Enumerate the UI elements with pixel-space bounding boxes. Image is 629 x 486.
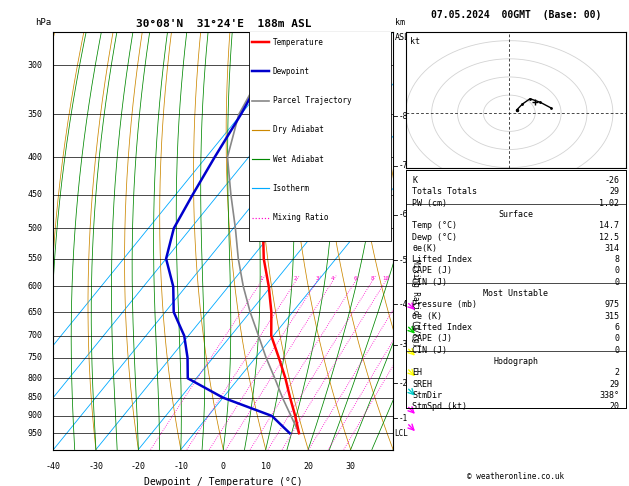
Text: Isotherm: Isotherm: [272, 184, 309, 193]
Text: CAPE (J): CAPE (J): [413, 266, 452, 276]
Text: 0: 0: [221, 462, 226, 471]
Text: 8: 8: [615, 255, 619, 264]
Text: 20: 20: [610, 402, 619, 411]
Text: 950: 950: [28, 429, 43, 438]
Text: 315: 315: [604, 312, 619, 321]
Text: © weatheronline.co.uk: © weatheronline.co.uk: [467, 472, 564, 481]
Text: -5: -5: [398, 256, 408, 265]
Text: 0: 0: [615, 266, 619, 276]
Text: 650: 650: [28, 308, 43, 316]
Text: 850: 850: [28, 393, 43, 402]
Text: 30: 30: [346, 462, 355, 471]
Text: StmSpd (kt): StmSpd (kt): [413, 402, 467, 411]
Text: Parcel Trajectory: Parcel Trajectory: [272, 96, 351, 105]
Text: 1: 1: [260, 276, 263, 281]
Text: Dry Adiabat: Dry Adiabat: [272, 125, 323, 134]
Text: -1: -1: [398, 414, 408, 423]
Text: Temperature: Temperature: [272, 37, 323, 47]
Text: 0: 0: [615, 278, 619, 287]
Text: Dewp (°C): Dewp (°C): [413, 232, 457, 242]
Text: 4: 4: [331, 276, 335, 281]
Text: 0: 0: [615, 334, 619, 343]
Text: StmDir: StmDir: [413, 391, 442, 400]
Text: 2: 2: [615, 368, 619, 377]
Text: 300: 300: [28, 61, 43, 69]
Text: 12.5: 12.5: [599, 232, 619, 242]
Text: Dewpoint: Dewpoint: [272, 67, 309, 76]
Text: K: K: [413, 176, 417, 185]
Text: -30: -30: [89, 462, 103, 471]
Text: -2: -2: [398, 379, 408, 387]
Text: hPa: hPa: [35, 18, 51, 27]
Text: 1.02: 1.02: [599, 199, 619, 208]
Text: SREH: SREH: [413, 380, 432, 388]
Text: -3: -3: [398, 340, 408, 349]
Text: 500: 500: [28, 224, 43, 233]
Text: 6: 6: [353, 276, 357, 281]
Text: km: km: [395, 18, 405, 27]
Text: Totals Totals: Totals Totals: [413, 187, 477, 196]
Text: θe (K): θe (K): [413, 312, 442, 321]
Text: -10: -10: [174, 462, 188, 471]
Text: 314: 314: [604, 244, 619, 253]
Text: -20: -20: [131, 462, 146, 471]
Text: CAPE (J): CAPE (J): [413, 334, 452, 343]
Text: 29: 29: [610, 187, 619, 196]
Text: -7: -7: [398, 161, 408, 170]
Text: 14.7: 14.7: [599, 221, 619, 230]
Text: CIN (J): CIN (J): [413, 278, 447, 287]
Text: -8: -8: [398, 112, 408, 121]
Text: 30°08'N  31°24'E  188m ASL: 30°08'N 31°24'E 188m ASL: [135, 19, 311, 29]
Text: kt: kt: [410, 37, 420, 46]
Text: 07.05.2024  00GMT  (Base: 00): 07.05.2024 00GMT (Base: 00): [431, 10, 601, 20]
Text: 338°: 338°: [599, 391, 619, 400]
Text: 400: 400: [28, 153, 43, 161]
Text: CIN (J): CIN (J): [413, 346, 447, 355]
Text: 6: 6: [615, 323, 619, 332]
Text: 750: 750: [28, 353, 43, 362]
Text: θe(K): θe(K): [413, 244, 437, 253]
Text: LCL: LCL: [394, 429, 408, 438]
Text: Temp (°C): Temp (°C): [413, 221, 457, 230]
Text: EH: EH: [413, 368, 422, 377]
Text: -26: -26: [604, 176, 619, 185]
Text: 600: 600: [28, 282, 43, 291]
Text: Surface: Surface: [498, 210, 533, 219]
Text: -4: -4: [398, 299, 408, 309]
Text: 8: 8: [370, 276, 374, 281]
Text: -6: -6: [398, 210, 408, 219]
Text: PW (cm): PW (cm): [413, 199, 447, 208]
Text: ASL: ASL: [395, 33, 410, 42]
Text: 450: 450: [28, 190, 43, 199]
Text: 10: 10: [382, 276, 389, 281]
Text: Pressure (mb): Pressure (mb): [413, 300, 477, 310]
Text: 350: 350: [28, 110, 43, 119]
Text: Mixing Ratio (g/kg): Mixing Ratio (g/kg): [411, 260, 420, 347]
Text: 900: 900: [28, 412, 43, 420]
Text: 10: 10: [261, 462, 270, 471]
Text: Wet Adiabat: Wet Adiabat: [272, 155, 323, 164]
Text: Most Unstable: Most Unstable: [483, 289, 548, 298]
Text: 975: 975: [604, 300, 619, 310]
Bar: [248, 30, 391, 241]
Text: -40: -40: [46, 462, 61, 471]
Text: Lifted Index: Lifted Index: [413, 323, 472, 332]
Text: 20: 20: [303, 462, 313, 471]
Text: Dewpoint / Temperature (°C): Dewpoint / Temperature (°C): [144, 477, 303, 486]
Text: Lifted Index: Lifted Index: [413, 255, 472, 264]
Text: 700: 700: [28, 331, 43, 340]
Text: 2: 2: [294, 276, 298, 281]
Text: 0: 0: [615, 346, 619, 355]
Text: 800: 800: [28, 374, 43, 383]
Text: 550: 550: [28, 254, 43, 263]
Text: Mixing Ratio: Mixing Ratio: [272, 213, 328, 222]
Text: 3: 3: [315, 276, 319, 281]
Text: 29: 29: [610, 380, 619, 388]
Text: Hodograph: Hodograph: [493, 357, 538, 366]
